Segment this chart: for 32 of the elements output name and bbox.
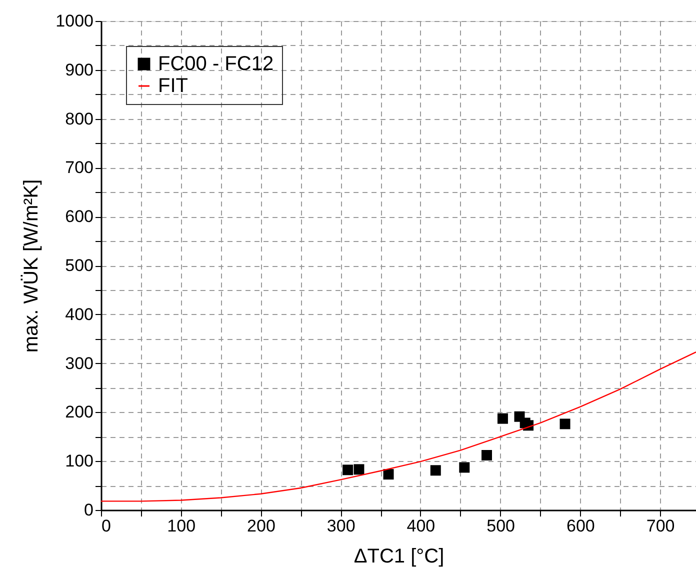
- x-tick-label: 500: [486, 516, 516, 536]
- point: [383, 469, 394, 480]
- point: [482, 450, 492, 460]
- legend-label: FIT: [158, 75, 188, 97]
- y-tick-label: 900: [65, 60, 94, 80]
- y-tick-label: 800: [65, 109, 94, 128]
- point: [459, 462, 470, 473]
- y-tick-label: 200: [65, 402, 94, 422]
- y-tick-label: 600: [65, 207, 94, 226]
- y-tick-label: 100: [65, 452, 94, 471]
- point: [497, 413, 508, 424]
- x-tick-label: 700: [646, 516, 675, 536]
- point: [354, 464, 364, 475]
- y-axis-title: max. WÜK [W/m²K]: [20, 179, 43, 353]
- x-tick-label: 400: [406, 516, 436, 536]
- y-tick-label: 1000: [56, 12, 94, 30]
- y-tick-label: 300: [65, 354, 94, 373]
- point: [430, 465, 441, 476]
- y-tick-label: 500: [65, 256, 94, 275]
- point: [342, 464, 354, 476]
- y-tick-label: 0: [84, 500, 94, 520]
- x-axis-title: ΔTC1 [°C]: [354, 546, 444, 568]
- y-tick-label: 700: [65, 158, 94, 178]
- x-tick-label: 100: [167, 516, 196, 536]
- legend-label: FC00 - FC12: [158, 53, 274, 75]
- y-tick-label: 400: [65, 304, 94, 324]
- x-tick-label: 300: [326, 516, 356, 536]
- point: [560, 418, 570, 430]
- x-tick-label: 200: [247, 516, 276, 536]
- x-tick-label: 0: [102, 516, 111, 536]
- line-series: [101, 351, 696, 502]
- x-tick-label: 600: [566, 516, 595, 536]
